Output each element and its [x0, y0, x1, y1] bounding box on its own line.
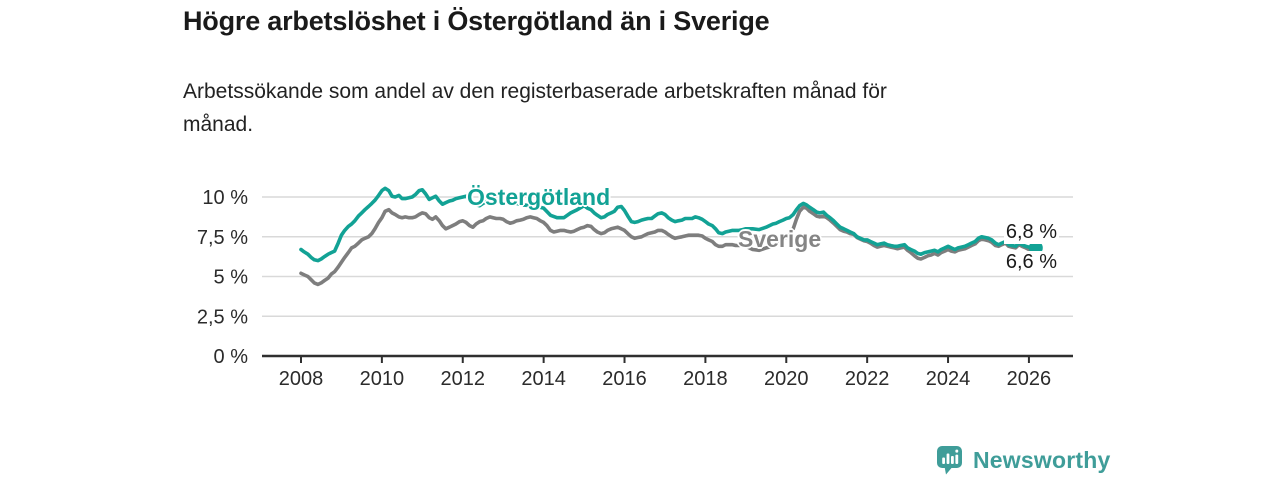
x-axis-tick-label: 2010: [360, 368, 405, 390]
x-axis-tick-label: 2022: [845, 368, 890, 390]
end-value-label-sverige: 6,6 %: [1003, 251, 1059, 274]
newsworthy-logo-icon: [937, 446, 962, 475]
y-axis-tick-label: 2,5 %: [197, 306, 248, 328]
y-axis-tick-label: 0 %: [214, 346, 249, 368]
y-axis-tick-label: 7,5 %: [197, 227, 248, 249]
end-value-label-ostergotland: 6,8 %: [1003, 221, 1059, 244]
x-axis-tick-label: 2026: [1007, 368, 1052, 390]
series-label-ostergotland: Östergötland: [467, 184, 611, 210]
x-axis-tick-label: 2012: [441, 368, 486, 390]
chart-title: Högre arbetslöshet i Östergötland än i S…: [183, 6, 770, 36]
y-axis-tick-label: 5 %: [214, 267, 249, 289]
x-axis-tick-label: 2016: [602, 368, 647, 390]
chart-subtitle-line1: Arbetssökande som andel av den registerb…: [183, 80, 887, 103]
y-axis-tick-label: 10 %: [202, 187, 248, 209]
x-axis-tick-label: 2018: [683, 368, 728, 390]
x-axis-tick-label: 2014: [521, 368, 566, 390]
chart-subtitle-line2: månad.: [183, 113, 254, 136]
series-line-sverige: [299, 205, 1038, 287]
newsworthy-logo: Newsworthy: [936, 445, 1110, 475]
x-axis-tick-label: 2024: [926, 368, 971, 390]
x-axis-tick-label: 2008: [279, 368, 324, 390]
series-line-ostergotland: [299, 186, 1038, 263]
chart-subtitle: Arbetssökande som andel av den registerb…: [183, 75, 887, 141]
series-label-sverige: Sverige: [738, 226, 822, 252]
x-axis-tick-label: 2020: [764, 368, 809, 390]
newsworthy-wordmark: Newsworthy: [973, 446, 1111, 473]
